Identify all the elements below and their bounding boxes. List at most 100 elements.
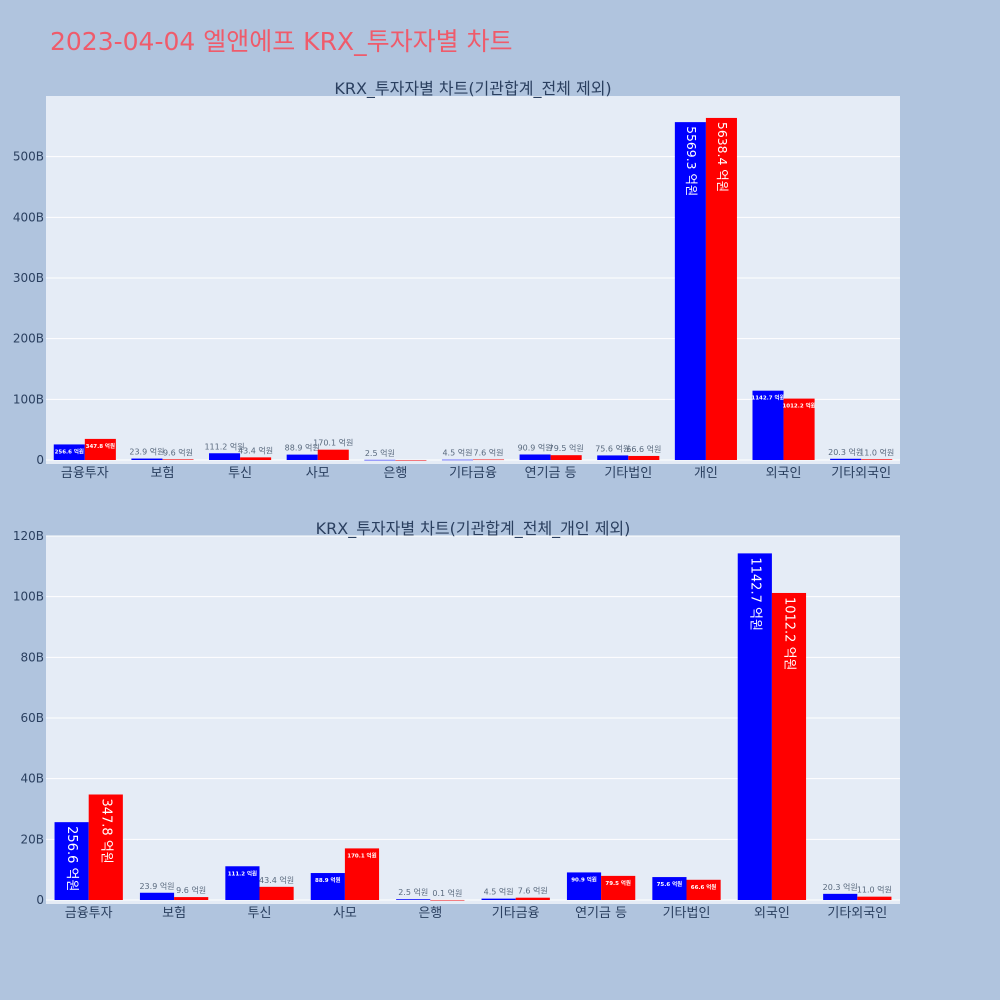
buy-bar	[823, 893, 858, 900]
buy-bar	[481, 898, 516, 900]
data-label: 7.6 억원	[518, 886, 548, 896]
sell-bar	[344, 848, 380, 900]
x-tick-label: 사모	[306, 466, 330, 481]
data-label: 170.1 억원	[347, 851, 376, 859]
data-label: 1012.2 억원	[781, 597, 796, 671]
buy-bar	[830, 458, 862, 460]
data-label: 23.9 억원	[129, 447, 164, 457]
data-label: 5569.3 억원	[684, 126, 699, 196]
chart-title: KRX_투자자별 차트(기관합계_전체 제외)	[334, 79, 611, 99]
buy-bar	[597, 455, 629, 460]
sell-bar	[857, 896, 892, 900]
sell-bar	[686, 879, 721, 900]
buy-bar	[310, 873, 345, 900]
data-label: 256.6 억원	[55, 447, 84, 455]
sell-bar	[473, 459, 505, 461]
data-label: 4.5 억원	[484, 887, 514, 897]
sell-bar	[705, 117, 737, 460]
x-tick-label: 기타법인	[604, 466, 652, 481]
x-tick-label: 기타외국인	[827, 906, 887, 921]
x-tick-label: 기타외국인	[831, 466, 891, 481]
data-label: 111.2 억원	[228, 869, 257, 877]
data-label: 43.4 억원	[238, 445, 273, 455]
data-label: 75.6 억원	[657, 880, 683, 888]
buy-bar	[209, 453, 241, 460]
sell-bar	[259, 886, 294, 900]
data-label: 5638.4 억원	[715, 122, 730, 192]
data-label: 9.6 억원	[176, 885, 206, 895]
data-label: 9.6 억원	[163, 447, 193, 457]
data-label: 79.5 억원	[549, 443, 584, 453]
sell-bar	[783, 398, 815, 460]
sell-bar	[88, 794, 123, 900]
buy-bar	[54, 822, 89, 900]
x-tick-label: 외국인	[754, 906, 790, 921]
y-tick-label: 100B	[13, 590, 44, 604]
sell-bar	[550, 455, 582, 460]
buy-bar	[566, 872, 602, 900]
sell-bar	[240, 457, 272, 460]
buy-bar	[364, 459, 396, 461]
y-tick-label: 400B	[13, 210, 44, 224]
y-tick-label: 80B	[20, 650, 44, 664]
page-title: 2023-04-04 엘앤에프 KRX_투자자별 차트	[50, 27, 513, 56]
data-label: 23.9 억원	[139, 881, 174, 891]
data-label: 1142.7 억원	[747, 557, 762, 631]
buy-bar	[737, 553, 772, 900]
buy-bar	[441, 459, 473, 461]
data-label: 1142.7 억원	[751, 394, 784, 402]
x-tick-label: 기타금융	[492, 906, 540, 921]
buy-bar	[652, 877, 687, 900]
x-tick-label: 금융투자	[65, 906, 113, 921]
data-label: 75.6 억원	[595, 443, 630, 453]
x-tick-label: 연기금 등	[525, 466, 577, 481]
sell-bar	[430, 899, 465, 901]
data-label: 88.9 억원	[315, 876, 341, 884]
data-label: 79.5 억원	[605, 879, 631, 887]
y-tick-label: 60B	[20, 711, 44, 725]
chart-title: KRX_투자자별 차트(기관합계_전체_개인 제외)	[316, 519, 631, 539]
data-label: 88.9 억원	[285, 443, 320, 453]
buy-bar	[396, 899, 431, 900]
buy-bar	[674, 122, 706, 460]
buy-bar	[752, 390, 784, 460]
data-label: 347.8 억원	[98, 799, 113, 864]
x-tick-label: 개인	[694, 466, 718, 481]
buy-bar	[131, 458, 163, 460]
sell-bar	[84, 438, 116, 460]
y-tick-label: 100B	[13, 392, 44, 406]
data-label: 111.2 억원	[204, 441, 244, 451]
sell-bar	[317, 449, 349, 460]
data-label: 66.6 억원	[691, 883, 717, 891]
x-tick-label: 은행	[383, 465, 407, 481]
data-label: 347.8 억원	[86, 442, 115, 450]
buy-bar	[139, 892, 175, 900]
data-label: 66.6 억원	[626, 444, 661, 454]
x-tick-label: 투신	[228, 466, 252, 481]
data-label: 2.5 억원	[365, 448, 395, 458]
y-tick-label: 300B	[13, 271, 44, 285]
sell-bar	[162, 459, 194, 460]
sell-bar	[628, 455, 660, 460]
y-tick-label: 120B	[13, 529, 44, 543]
data-label: 1012.2 억원	[782, 402, 815, 410]
data-label: 170.1 억원	[313, 438, 353, 448]
data-label: 7.6 억원	[474, 448, 504, 458]
data-label: 11.0 억원	[859, 447, 894, 457]
y-tick-label: 500B	[13, 150, 44, 164]
data-label: 256.6 억원	[64, 826, 79, 891]
buy-bar	[286, 454, 318, 460]
x-tick-label: 기타금융	[449, 466, 497, 481]
data-label: 11.0 억원	[857, 885, 892, 895]
x-tick-label: 외국인	[766, 466, 802, 481]
y-tick-label: 0	[36, 453, 44, 467]
sell-bar	[174, 897, 209, 900]
buy-bar	[53, 444, 85, 460]
data-label: 2.5 억원	[398, 887, 428, 897]
x-tick-label: 보험	[150, 466, 174, 481]
buy-bar	[519, 454, 551, 460]
sell-bar	[515, 897, 550, 900]
data-label: 4.5 억원	[442, 448, 472, 458]
sell-bar	[861, 459, 893, 460]
